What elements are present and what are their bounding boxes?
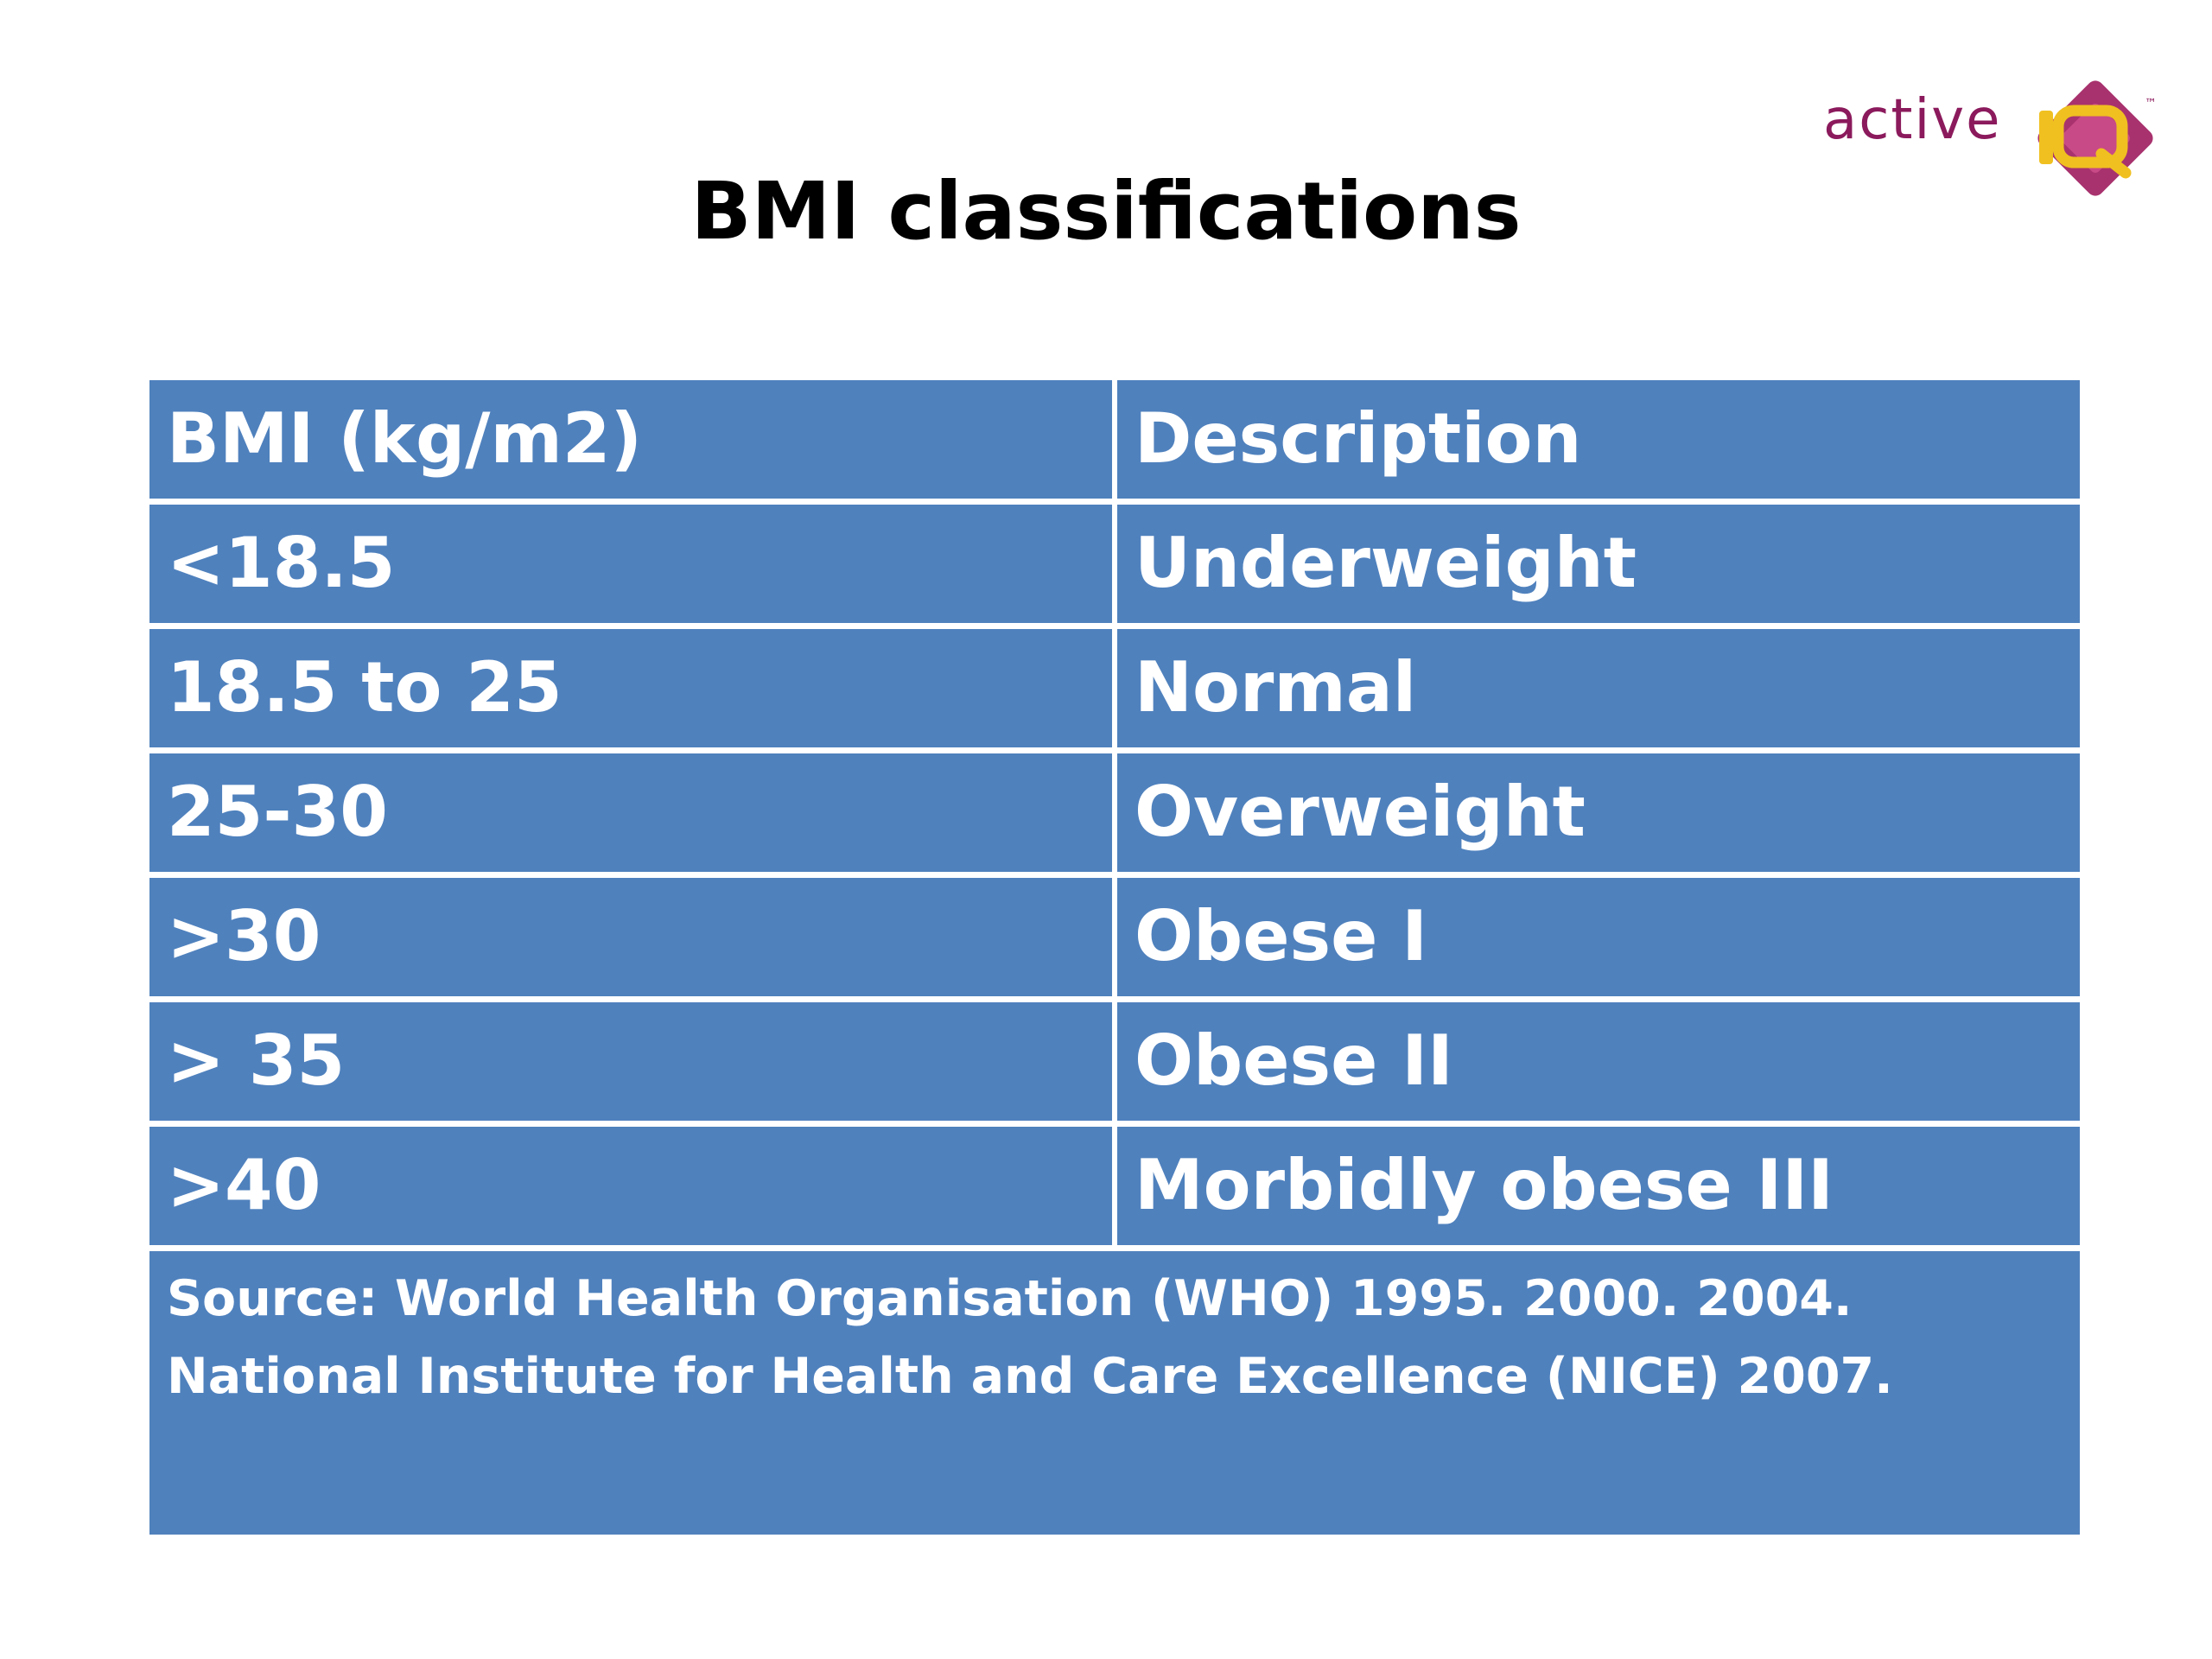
bmi-cell: 18.5 to 25 [149,629,1112,747]
slide-title: BMI classifications [690,165,1522,257]
activeiq-logo: active ™ [1823,80,2157,196]
header-description: Description [1117,380,2080,499]
description-cell: Morbidly obese III [1117,1127,2080,1245]
table-row: > 35 Obese II [149,1002,2080,1121]
source-note: Source: World Health Organisation (WHO) … [149,1251,2080,1535]
table-row: >30 Obese I [149,878,2080,996]
table-row: 18.5 to 25 Normal [149,629,2080,747]
table-row: >40 Morbidly obese III [149,1127,2080,1245]
logo-trademark: ™ [2145,97,2157,111]
table-row: 25-30 Overweight [149,753,2080,872]
bmi-cell: <18.5 [149,505,1112,623]
logo-mark [2037,80,2153,196]
logo-text: active [1823,88,2002,152]
bmi-cell: 25-30 [149,753,1112,872]
header-bmi: BMI (kg/m2) [149,380,1112,499]
table-header-row: BMI (kg/m2) Description [149,380,2080,499]
bmi-cell: > 35 [149,1002,1112,1121]
description-cell: Normal [1117,629,2080,747]
bmi-cell: >40 [149,1127,1112,1245]
description-cell: Obese I [1117,878,2080,996]
table-row: <18.5 Underweight [149,505,2080,623]
description-cell: Overweight [1117,753,2080,872]
description-cell: Obese II [1117,1002,2080,1121]
description-cell: Underweight [1117,505,2080,623]
bmi-table: BMI (kg/m2) Description <18.5 Underweigh… [149,380,2080,1535]
bmi-cell: >30 [149,878,1112,996]
